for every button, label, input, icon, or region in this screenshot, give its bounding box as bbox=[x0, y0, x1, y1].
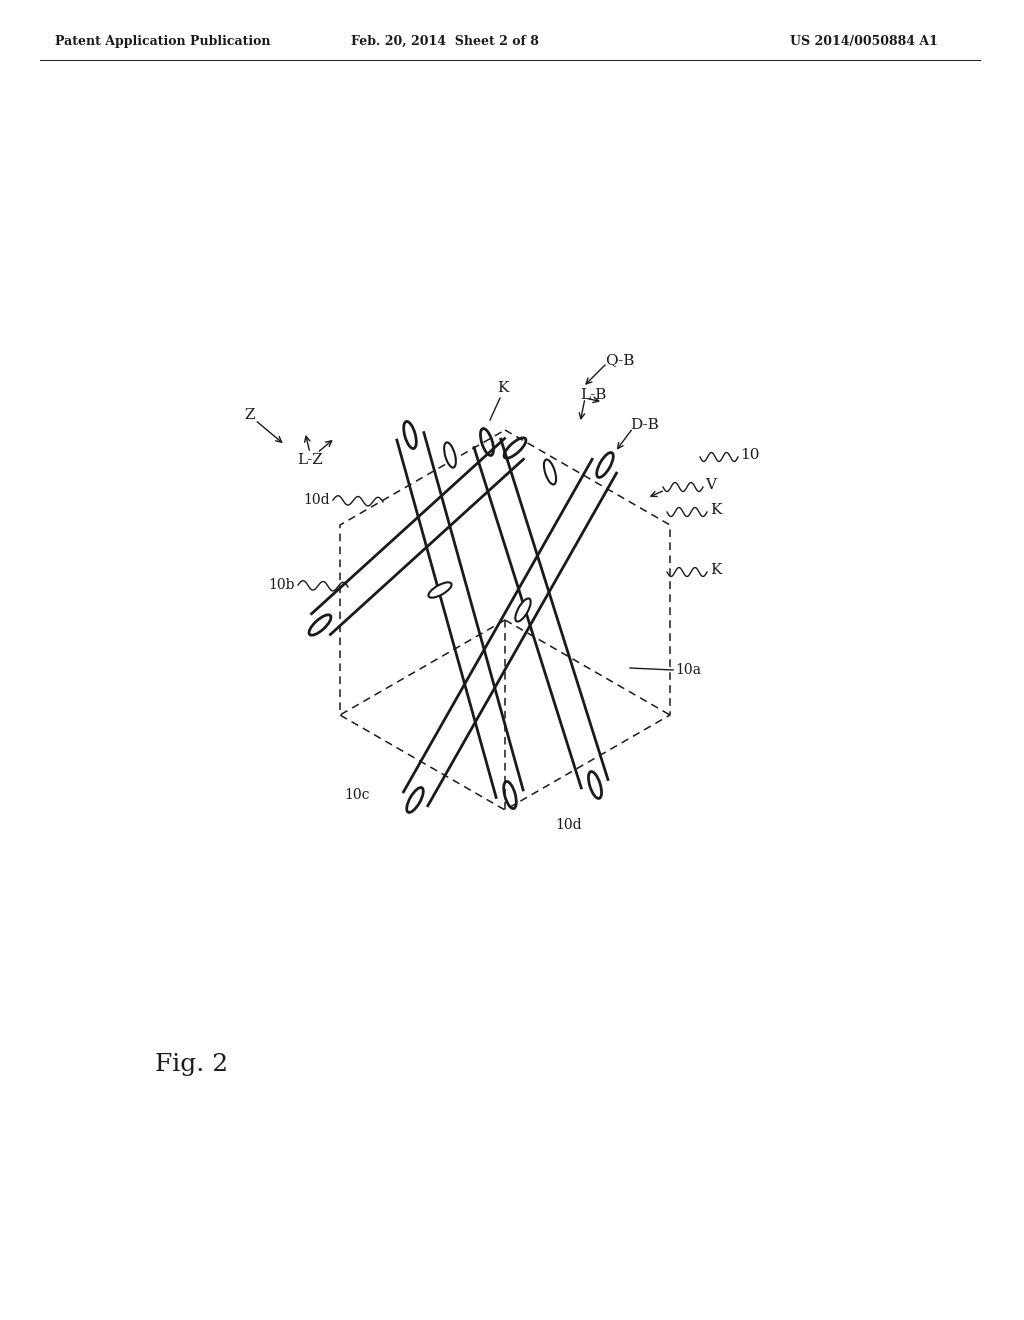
Ellipse shape bbox=[515, 598, 530, 622]
Text: K: K bbox=[498, 381, 509, 395]
Text: 10: 10 bbox=[740, 447, 760, 462]
Text: D-B: D-B bbox=[630, 418, 658, 432]
Text: 10a: 10a bbox=[675, 663, 701, 677]
Ellipse shape bbox=[428, 582, 452, 598]
Text: 10d: 10d bbox=[303, 492, 330, 507]
Text: 10d: 10d bbox=[555, 818, 582, 832]
Text: Q-B: Q-B bbox=[605, 352, 635, 367]
Text: US 2014/0050884 A1: US 2014/0050884 A1 bbox=[790, 36, 938, 48]
Text: Patent Application Publication: Patent Application Publication bbox=[55, 36, 270, 48]
Text: L-B: L-B bbox=[580, 388, 606, 403]
Text: K: K bbox=[710, 503, 721, 517]
Ellipse shape bbox=[444, 442, 456, 467]
Text: 10c: 10c bbox=[344, 788, 370, 803]
Text: Feb. 20, 2014  Sheet 2 of 8: Feb. 20, 2014 Sheet 2 of 8 bbox=[351, 36, 539, 48]
Text: Fig. 2: Fig. 2 bbox=[155, 1053, 228, 1077]
Text: K: K bbox=[710, 564, 721, 577]
Ellipse shape bbox=[544, 459, 556, 484]
Text: L-Z: L-Z bbox=[297, 453, 323, 467]
Text: Z: Z bbox=[245, 408, 255, 422]
Text: 10b: 10b bbox=[268, 578, 295, 591]
Text: V: V bbox=[705, 478, 716, 492]
